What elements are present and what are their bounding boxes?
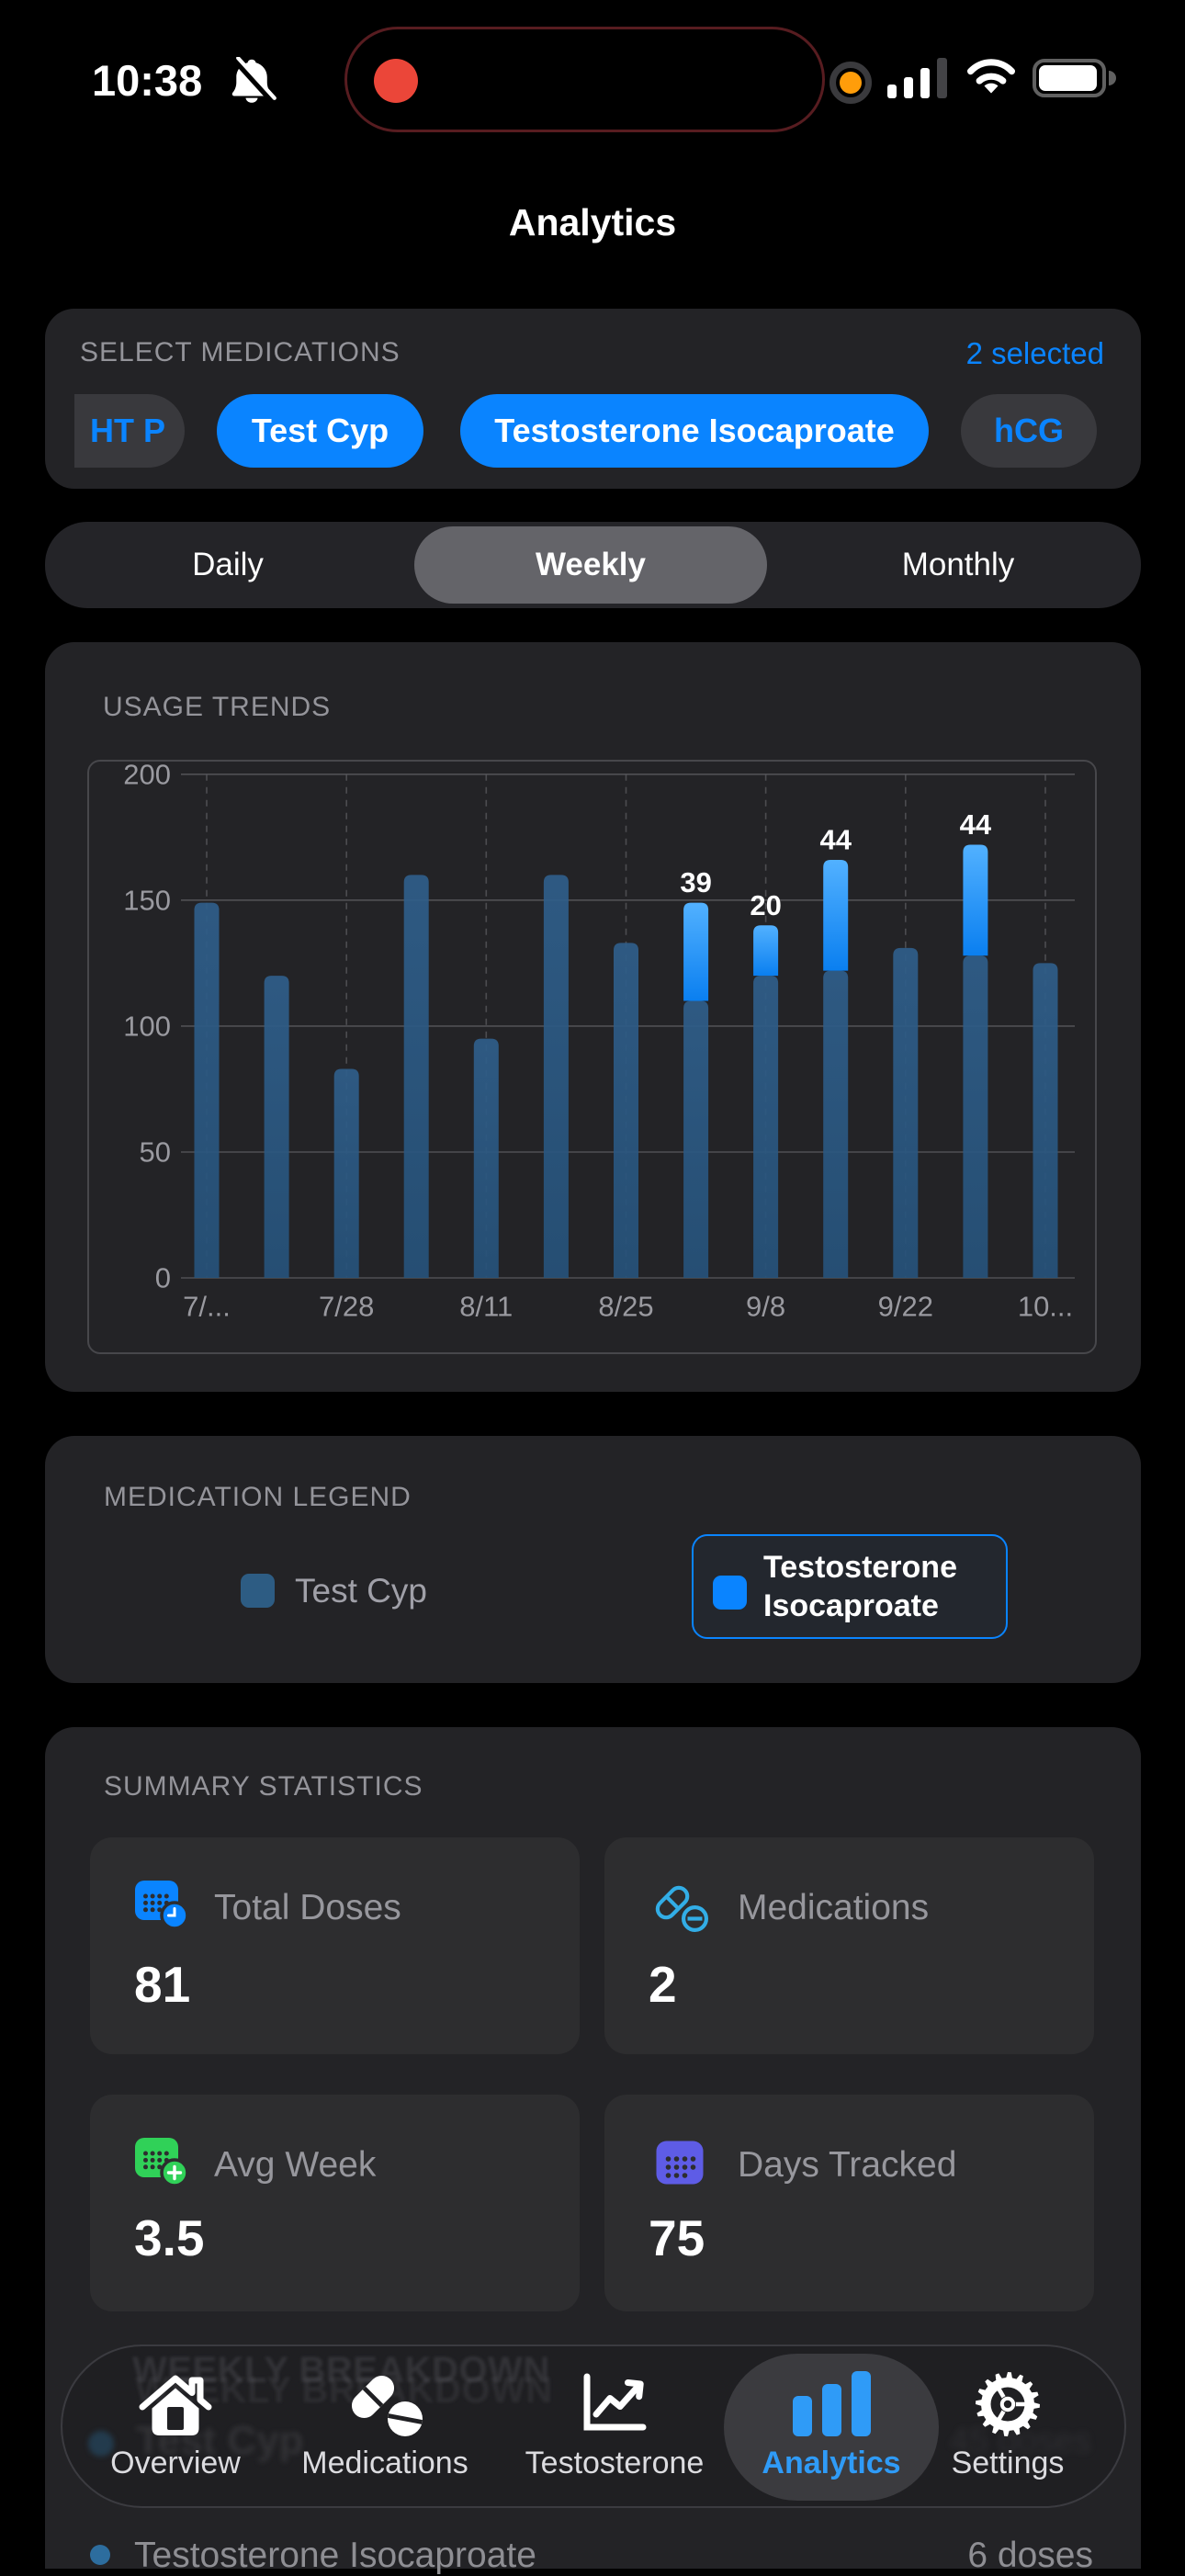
svg-text:150: 150 <box>123 884 171 916</box>
svg-text:7/...: 7/... <box>183 1291 231 1323</box>
svg-text:8/11: 8/11 <box>459 1291 513 1323</box>
svg-text:7/28: 7/28 <box>319 1291 374 1323</box>
svg-text:9/8: 9/8 <box>746 1291 785 1323</box>
svg-text:20: 20 <box>750 889 781 921</box>
svg-text:100: 100 <box>123 1010 171 1042</box>
svg-text:50: 50 <box>140 1136 171 1169</box>
svg-text:10...: 10... <box>1018 1291 1073 1323</box>
svg-text:44: 44 <box>819 824 852 856</box>
svg-text:39: 39 <box>680 866 711 898</box>
svg-text:8/25: 8/25 <box>598 1291 653 1323</box>
svg-text:0: 0 <box>155 1262 171 1294</box>
svg-text:44: 44 <box>960 808 992 841</box>
svg-text:200: 200 <box>123 758 171 790</box>
svg-text:9/22: 9/22 <box>878 1291 933 1323</box>
